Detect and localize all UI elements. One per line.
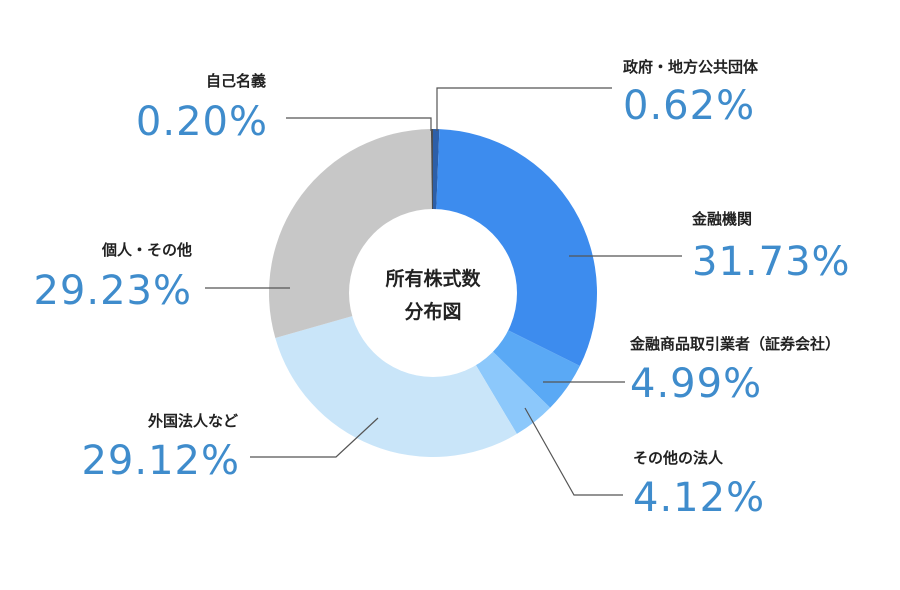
slice-name-government: 政府・地方公共団体: [623, 58, 759, 76]
slice-pct-foreign: 29.12%: [81, 438, 240, 484]
slice-pct-other-corp: 4.12%: [633, 475, 765, 521]
slice-name-treasury: 自己名義: [206, 72, 266, 90]
slice-name-securities: 金融商品取引業者（証券会社）: [629, 335, 840, 353]
donut-hole: [349, 209, 517, 377]
leader-line-other-corp: [524, 407, 623, 496]
slice-name-foreign: 外国法人など: [147, 412, 238, 430]
slice-name-individual: 個人・その他: [101, 241, 192, 259]
slice-name-financial: 金融機関: [691, 210, 752, 228]
slice-pct-treasury: 0.20%: [136, 99, 268, 145]
slice-pct-financial: 31.73%: [692, 239, 851, 285]
chart-title-line-2: 分布図: [404, 300, 461, 323]
leader-line-government: [436, 87, 612, 131]
chart-title-line-1: 所有株式数: [385, 267, 481, 290]
leader-line-foreign: [250, 417, 379, 458]
slice-pct-individual: 29.23%: [33, 268, 192, 314]
slice-pct-securities: 4.99%: [630, 361, 762, 407]
slice-name-other-corp: その他の法人: [633, 449, 724, 467]
slice-pct-government: 0.62%: [623, 83, 755, 129]
leader-line-treasury: [286, 117, 432, 131]
